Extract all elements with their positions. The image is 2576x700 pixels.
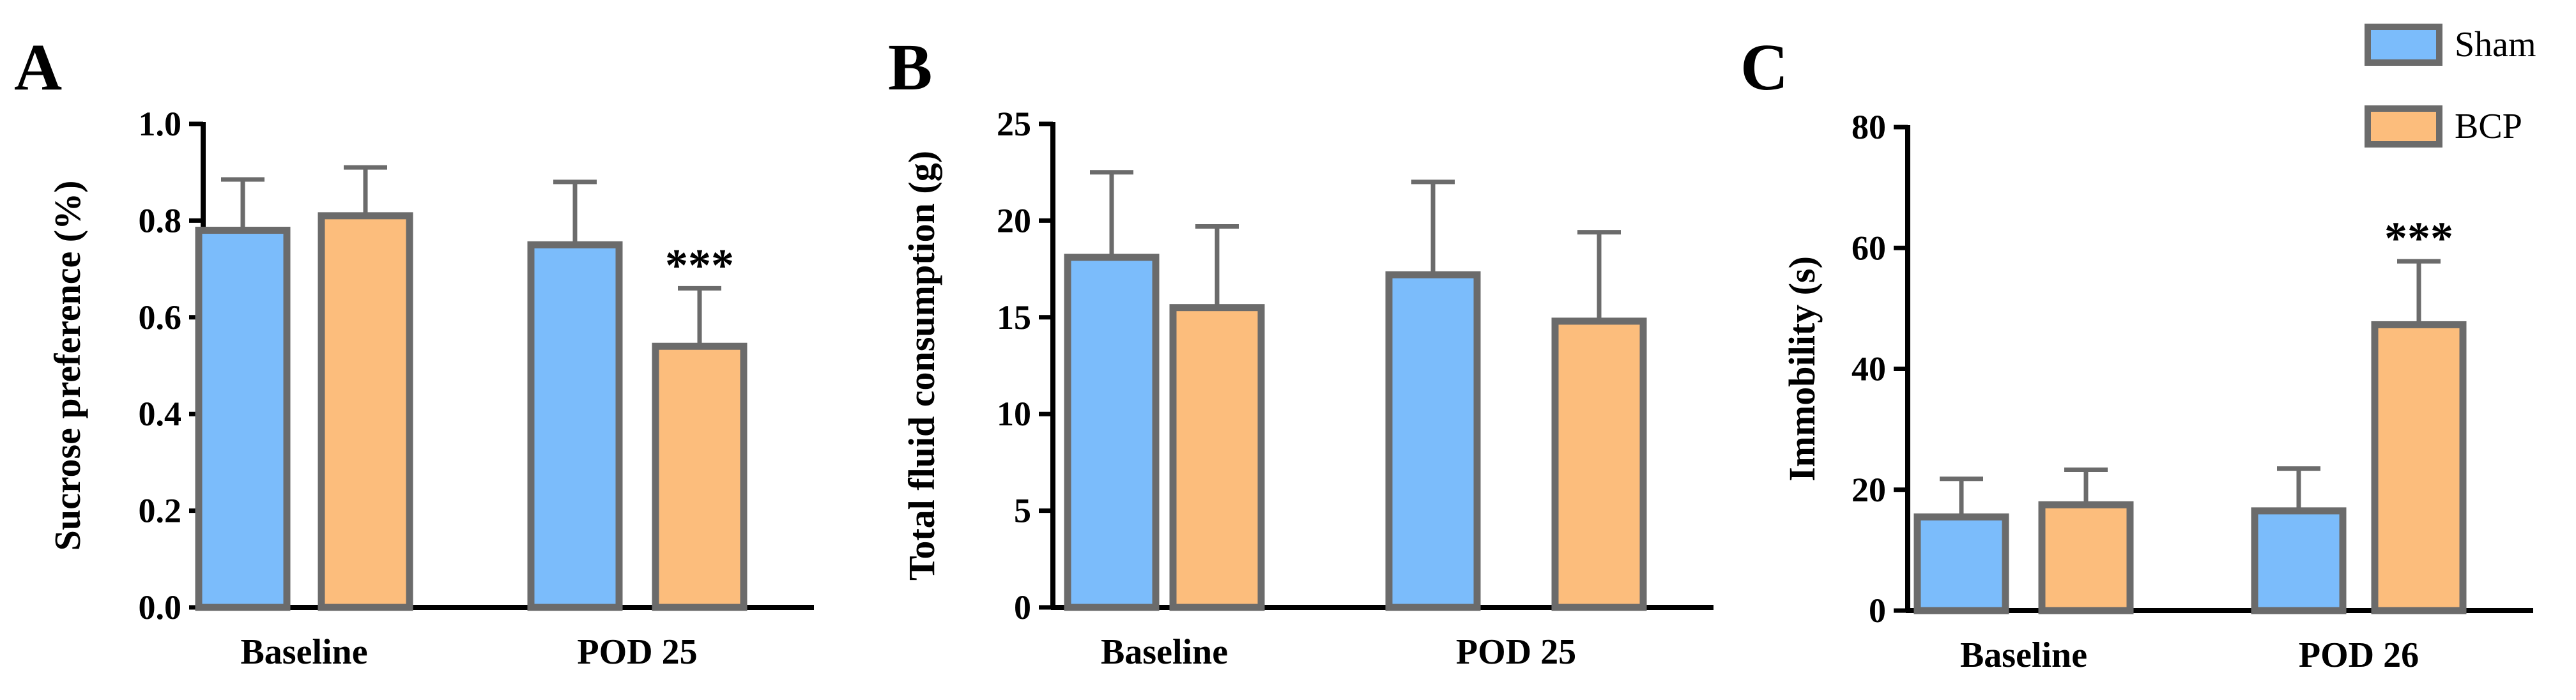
y-tick-label: 80 <box>1851 108 1886 146</box>
y-tick-label: 0 <box>1869 591 1886 630</box>
x-tick-label: Baseline <box>240 632 367 672</box>
panel-letter: A <box>14 31 62 104</box>
bar-bcp <box>318 212 413 611</box>
legend: Sham BCP <box>2365 24 2536 148</box>
y-axis-title: Immobility (s) <box>1781 256 1823 482</box>
x-tick-label: POD 25 <box>1456 632 1576 672</box>
y-tick-label: 0.2 <box>139 492 182 530</box>
y-tick-label: 5 <box>1014 492 1031 530</box>
y-tick-label: 20 <box>997 201 1031 240</box>
y-tick-label: 40 <box>1851 350 1886 388</box>
y-tick-label: 15 <box>997 298 1031 337</box>
y-tick-label: 60 <box>1851 229 1886 267</box>
y-tick-label: 0.0 <box>139 588 182 627</box>
bar-bcp <box>652 342 747 611</box>
x-tick-label: Baseline <box>1960 635 2087 675</box>
y-axis-title: Sucrose preference (%) <box>47 181 88 551</box>
y-tick-label: 10 <box>997 395 1031 433</box>
legend-label-bcp: BCP <box>2455 107 2522 146</box>
bar-sham <box>1385 271 1481 611</box>
legend-label-sham: Sham <box>2455 25 2536 65</box>
y-tick-label: 0.4 <box>139 395 182 433</box>
bar-bcp <box>1551 317 1647 611</box>
bar-sham <box>527 241 623 611</box>
bar-sham <box>1064 254 1160 611</box>
y-tick-label: 1.0 <box>139 105 182 143</box>
significance-label: *** <box>2384 213 2453 264</box>
bar-bcp <box>1169 304 1265 611</box>
panel-a: A Sucrose preference (%) 0.0 0.2 0.4 0.6 0.8 1.… <box>14 31 814 672</box>
x-tick-label: POD 26 <box>2299 635 2419 675</box>
x-tick-label: POD 25 <box>577 632 697 672</box>
significance-label: *** <box>665 240 734 291</box>
y-axis-title: Total fluid consumption (g) <box>901 151 942 581</box>
x-tick-label: Baseline <box>1101 632 1228 672</box>
bar-bcp <box>2038 501 2134 614</box>
y-tick-label: 0 <box>1014 588 1031 627</box>
bar-sham <box>1913 513 2009 614</box>
y-tick-label: 25 <box>997 105 1031 143</box>
bar-sham <box>195 227 291 611</box>
legend-swatch-bcp <box>2365 105 2442 148</box>
panel-c: C Immobility (s) 0 20 40 60 80 Baseline *** POD 2… <box>1740 31 2533 675</box>
panel-letter: C <box>1740 31 1788 104</box>
panel-letter: B <box>888 31 932 104</box>
y-tick-label: 0.8 <box>139 201 182 240</box>
y-tick-label: 0.6 <box>139 298 182 337</box>
bar-sham <box>2251 507 2347 614</box>
panel-b: B Total fluid consumption (g) 0 5 10 15 20 25 Ba… <box>888 31 1713 672</box>
legend-swatch-sham <box>2365 24 2442 66</box>
bar-bcp <box>2371 321 2467 614</box>
y-tick-label: 20 <box>1851 471 1886 509</box>
